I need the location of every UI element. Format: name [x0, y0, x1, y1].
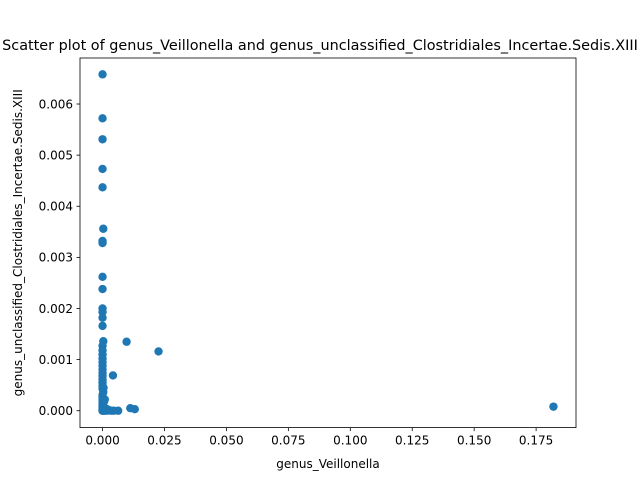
- y-tick-label: 0.000: [39, 404, 73, 418]
- y-tick-label: 0.006: [39, 97, 73, 111]
- data-point: [98, 183, 107, 192]
- x-axis: 0.000 0.025 0.050 0.075 0.100 0.125 0.150 0.175: [85, 427, 553, 448]
- points-layer: [98, 70, 558, 415]
- x-tick-label: 0.175: [519, 434, 553, 448]
- data-point: [154, 347, 163, 356]
- data-point: [98, 313, 107, 322]
- x-tick-label: 0.150: [457, 434, 491, 448]
- x-tick-label: 0.025: [147, 434, 181, 448]
- data-point: [122, 337, 131, 346]
- y-tick-label: 0.004: [39, 200, 73, 214]
- data-point: [130, 404, 139, 414]
- data-point: [98, 238, 107, 248]
- data-point: [102, 404, 111, 413]
- data-point: [98, 135, 107, 144]
- x-tick-label: 0.100: [333, 434, 367, 448]
- y-tick-label: 0.005: [39, 148, 73, 162]
- chart-title: Scatter plot of genus_Veillonella and ge…: [2, 38, 638, 54]
- data-point: [98, 272, 107, 281]
- data-point: [113, 406, 123, 415]
- x-tick-label: 0.125: [395, 434, 429, 448]
- x-tick-label: 0.000: [85, 434, 119, 448]
- data-point: [98, 70, 107, 79]
- y-tick-label: 0.002: [39, 302, 73, 316]
- data-point: [98, 114, 107, 123]
- y-axis-label: genus_unclassified_Clostridiales_Incerta…: [11, 89, 25, 396]
- data-point: [99, 224, 108, 233]
- y-tick-label: 0.001: [39, 353, 73, 367]
- plot-frame: [79, 57, 577, 429]
- x-tick-label: 0.050: [209, 434, 243, 448]
- data-point: [98, 284, 107, 294]
- y-tick-label: 0.003: [39, 251, 73, 265]
- y-axis: 0.000 0.001 0.002 0.003 0.004 0.005 0.006: [39, 97, 80, 418]
- data-point: [98, 321, 107, 331]
- x-tick-label: 0.075: [271, 434, 305, 448]
- data-point: [98, 164, 107, 174]
- data-point: [100, 395, 109, 404]
- data-point: [549, 402, 558, 411]
- x-axis-label: genus_Veillonella: [276, 457, 379, 471]
- data-point: [99, 383, 108, 392]
- data-point: [108, 371, 118, 380]
